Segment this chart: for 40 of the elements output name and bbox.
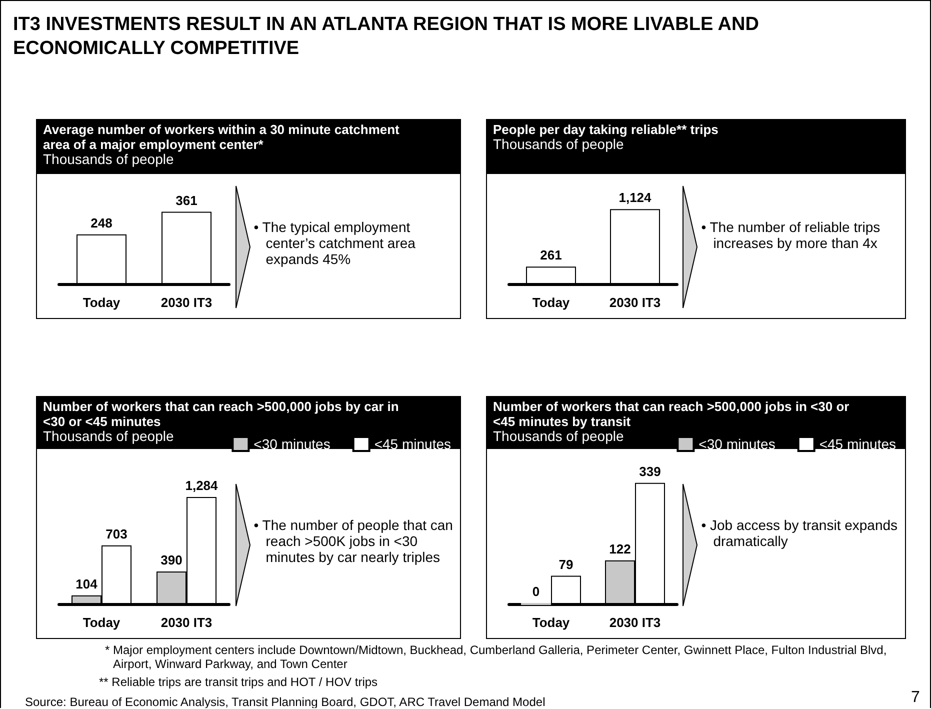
chart-title: People per day taking reliable** trips bbox=[493, 122, 720, 137]
text: ** Reliable trips are transit trips and HOT / HOV trips bbox=[99, 675, 379, 689]
data-label: 122 bbox=[609, 541, 631, 556]
chart-subtitle: Thousands of people bbox=[493, 136, 624, 152]
x-tick-label: Today bbox=[532, 295, 570, 310]
chart-subtitle: Thousands of people bbox=[493, 428, 624, 444]
legend-label: <30 minutes bbox=[698, 436, 776, 452]
text: • The typical employment center’s catchment area expands 45% bbox=[254, 219, 416, 267]
data-label: 361 bbox=[176, 192, 198, 208]
x-tick-label: 2030 IT3 bbox=[160, 295, 212, 310]
text: • The number of reliable trips increases by more than 4x bbox=[701, 219, 882, 251]
data-label: 703 bbox=[106, 526, 128, 542]
text: • Job access by transit expands dramatically bbox=[701, 516, 899, 548]
data-label: 0 bbox=[532, 584, 540, 599]
x-tick-label: Today bbox=[532, 615, 570, 630]
data-label: 1,124 bbox=[618, 190, 652, 206]
legend-label: <45 minutes bbox=[819, 436, 896, 452]
data-label: 261 bbox=[540, 248, 562, 263]
text: IT3 INVESTMENTS RESULT IN AN ATLANTA REGION THAT IS MORE LIVABLE AND ECONOMICALLY COMPETITIVE bbox=[13, 13, 760, 61]
chart-subtitle: Thousands of people bbox=[43, 151, 174, 167]
legend-label: <30 minutes bbox=[254, 436, 330, 452]
data-label: 339 bbox=[639, 464, 661, 479]
text: • The number of people that can reach >500K jobs in <30 minutes by car nearly triples bbox=[254, 516, 454, 564]
text: 7 bbox=[911, 689, 920, 706]
x-tick-label: Today bbox=[82, 615, 121, 630]
chart-title: Number of workers that can reach >500,000 jobs in <30 or <45 minutes by transit bbox=[493, 399, 850, 429]
x-tick-label: 2030 IT3 bbox=[160, 615, 212, 630]
chart-title: Average number of workers within a 30 minute catchment area of a major employment center* bbox=[43, 122, 400, 152]
data-label: 248 bbox=[90, 215, 112, 230]
x-tick-label: 2030 IT3 bbox=[609, 615, 661, 630]
legend-label: <45 minutes bbox=[374, 436, 452, 452]
data-label: 104 bbox=[76, 576, 98, 592]
data-label: 79 bbox=[558, 556, 574, 572]
chart-title: Number of workers that can reach >500,000 jobs by car in <30 or <45 minutes bbox=[43, 399, 400, 429]
data-label: 1,284 bbox=[185, 478, 219, 493]
chart-subtitle: Thousands of people bbox=[43, 428, 174, 444]
data-label: 390 bbox=[160, 552, 182, 568]
x-tick-label: Today bbox=[82, 295, 121, 310]
text: * Major employment centers include Downtown/Midtown, Buckhead, Cumberland Galleria, Perimeter Center, Gwinnett Place, Fulton Industrial Blvd, Airport, Winward Parkway, and Town Center bbox=[105, 643, 888, 671]
x-tick-label: 2030 IT3 bbox=[609, 295, 661, 310]
